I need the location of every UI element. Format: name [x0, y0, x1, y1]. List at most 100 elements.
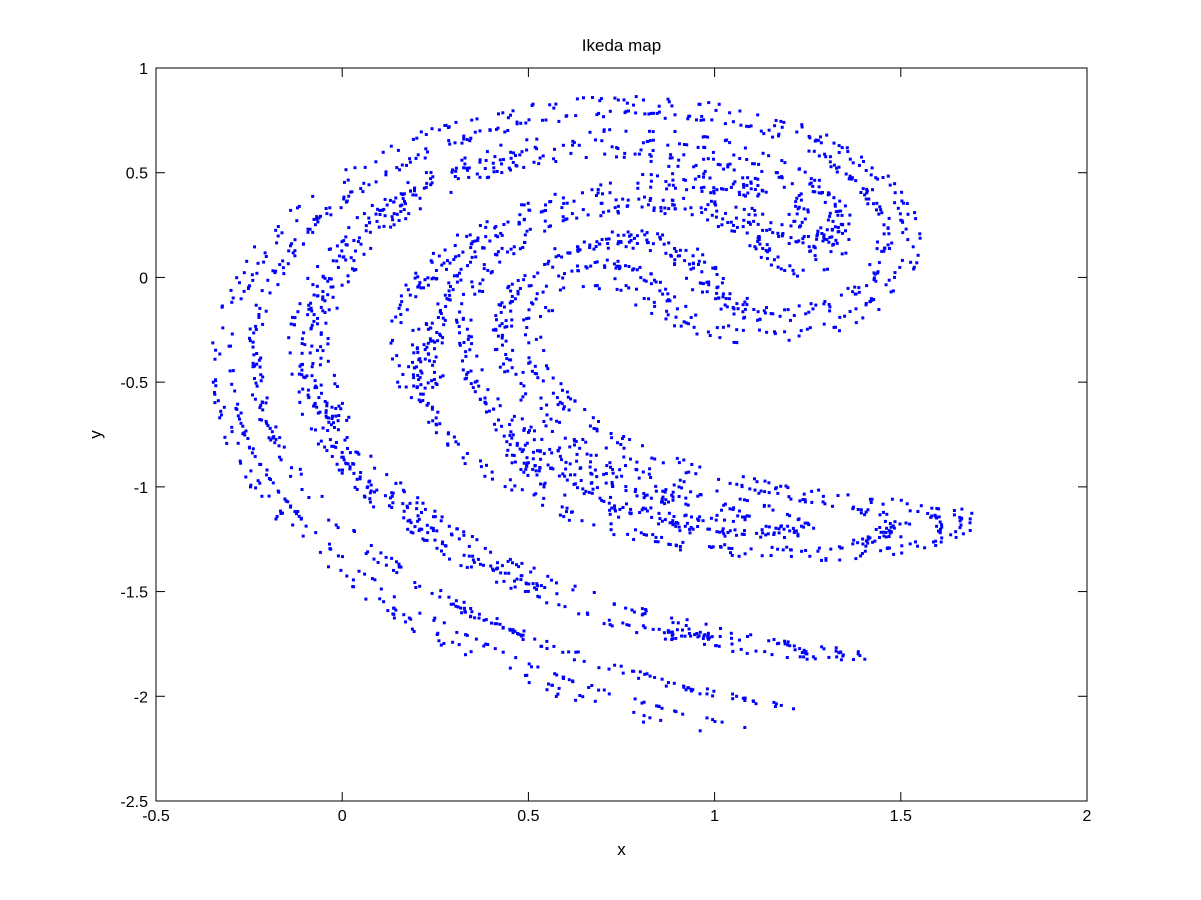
- data-point: [296, 510, 300, 513]
- data-point: [729, 551, 732, 555]
- data-point: [527, 430, 530, 434]
- data-point: [520, 203, 524, 207]
- data-point: [576, 264, 579, 268]
- data-point: [524, 581, 528, 585]
- data-point: [582, 492, 586, 496]
- data-point: [437, 128, 441, 132]
- data-point: [593, 284, 597, 288]
- data-point: [887, 232, 891, 236]
- data-point: [682, 196, 686, 200]
- data-point: [771, 508, 775, 512]
- data-point: [461, 368, 465, 372]
- data-point: [443, 293, 447, 297]
- data-point: [624, 485, 628, 489]
- data-point: [707, 101, 711, 105]
- data-point: [434, 355, 438, 359]
- data-point: [831, 243, 835, 247]
- data-point: [239, 411, 243, 415]
- data-point: [327, 277, 331, 281]
- data-point: [413, 581, 417, 585]
- data-point: [493, 647, 497, 651]
- data-point: [254, 381, 258, 385]
- data-point: [641, 506, 645, 510]
- data-point: [505, 325, 509, 329]
- data-point: [468, 139, 472, 143]
- data-point: [885, 526, 889, 530]
- data-point: [525, 441, 529, 445]
- data-point: [407, 212, 411, 216]
- data-point: [937, 507, 941, 511]
- data-point: [777, 132, 781, 136]
- data-point: [349, 190, 353, 194]
- data-point: [495, 347, 499, 351]
- data-point: [679, 548, 682, 552]
- data-point: [851, 507, 855, 511]
- data-point: [306, 393, 310, 397]
- data-point: [475, 354, 479, 358]
- data-point: [291, 315, 294, 319]
- data-point: [394, 315, 398, 319]
- data-point: [536, 584, 540, 588]
- data-point: [421, 501, 425, 505]
- data-point: [822, 235, 826, 239]
- data-point: [749, 187, 753, 191]
- data-point: [622, 233, 626, 237]
- data-point: [706, 633, 710, 637]
- data-point: [320, 391, 323, 395]
- data-point: [650, 456, 654, 460]
- data-point: [658, 289, 662, 293]
- data-point: [323, 311, 327, 314]
- data-point: [958, 519, 962, 523]
- data-point: [809, 249, 813, 253]
- data-point: [390, 506, 394, 509]
- data-point: [471, 240, 475, 244]
- data-point: [491, 407, 495, 411]
- data-point: [767, 491, 771, 495]
- data-point: [374, 160, 378, 164]
- data-point: [610, 483, 614, 487]
- data-point: [651, 149, 655, 152]
- data-point: [540, 437, 544, 441]
- data-point: [400, 163, 404, 167]
- data-point: [495, 566, 499, 570]
- data-point: [593, 468, 597, 472]
- data-point: [754, 702, 758, 706]
- data-point: [632, 236, 636, 240]
- data-point: [490, 270, 494, 274]
- data-point: [551, 265, 555, 269]
- data-point: [723, 122, 727, 126]
- data-point: [388, 504, 391, 508]
- data-point: [563, 474, 567, 478]
- data-point: [891, 289, 895, 293]
- data-point: [511, 348, 515, 352]
- data-point: [618, 507, 622, 511]
- data-point: [498, 365, 502, 369]
- data-point: [254, 303, 258, 307]
- data-point: [398, 303, 402, 307]
- data-point: [451, 640, 455, 644]
- data-point: [362, 252, 366, 256]
- data-point: [575, 452, 579, 456]
- data-point: [279, 509, 282, 513]
- data-point: [632, 103, 635, 107]
- data-point: [785, 545, 789, 549]
- data-point: [213, 401, 217, 405]
- data-point: [603, 152, 607, 156]
- data-point: [752, 699, 756, 703]
- data-point: [394, 608, 398, 612]
- data-point: [817, 546, 821, 550]
- data-point: [411, 137, 415, 141]
- data-point: [584, 489, 588, 493]
- data-point: [440, 542, 444, 546]
- data-point: [457, 254, 461, 258]
- data-point: [745, 124, 749, 128]
- data-point: [500, 564, 504, 568]
- data-point: [459, 606, 463, 610]
- data-point: [250, 451, 254, 455]
- data-point: [652, 300, 656, 304]
- data-point: [603, 264, 607, 268]
- data-point: [439, 589, 443, 593]
- data-point: [675, 521, 678, 524]
- data-point: [405, 163, 408, 167]
- data-point: [421, 392, 425, 396]
